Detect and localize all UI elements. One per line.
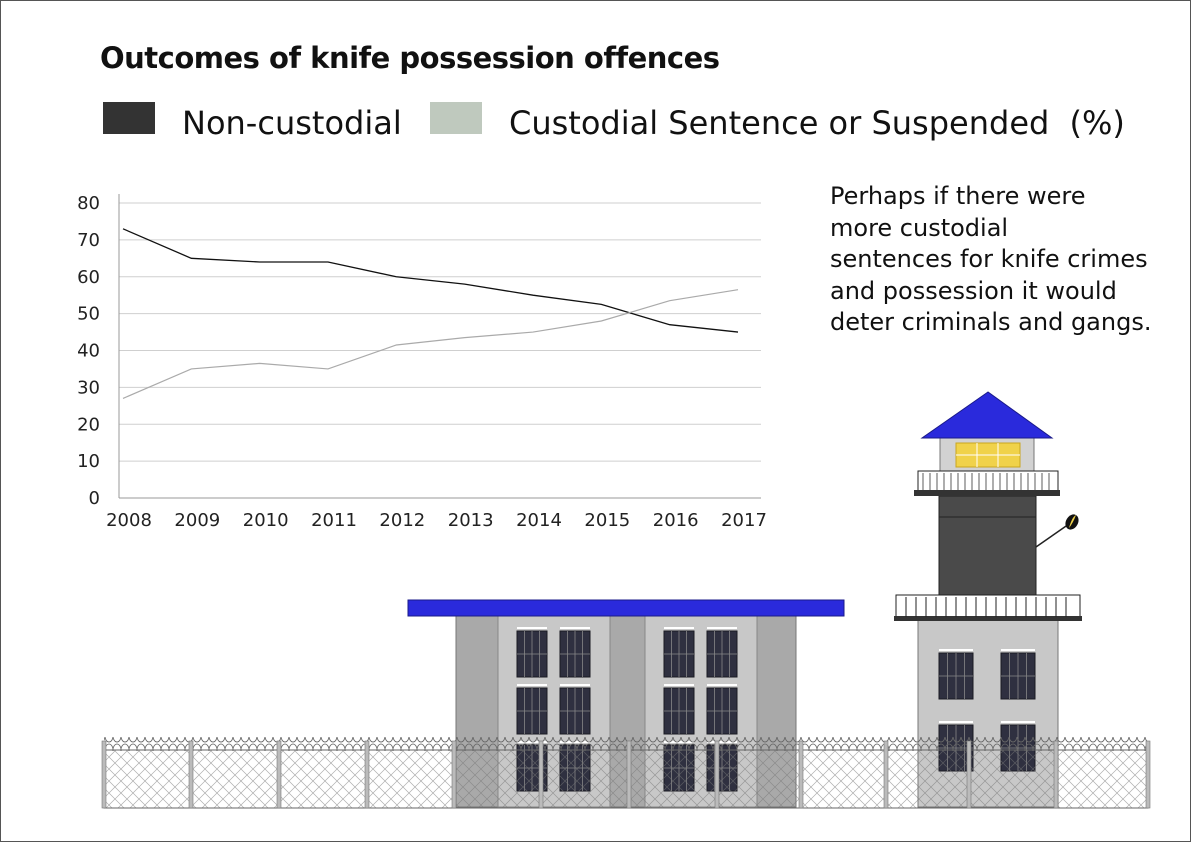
y-tick-label: 70 bbox=[77, 230, 100, 251]
fence-post bbox=[798, 740, 804, 809]
y-tick-label: 60 bbox=[77, 267, 100, 288]
legend-label-custodial: Custodial Sentence or Suspended (%) bbox=[509, 104, 1125, 142]
y-tick-label: 10 bbox=[77, 451, 100, 472]
chart-title: Outcomes of knife possession offences bbox=[100, 41, 720, 75]
y-tick-label: 40 bbox=[77, 341, 100, 362]
window-sill bbox=[517, 627, 547, 629]
fence-post bbox=[276, 740, 282, 809]
fence-post bbox=[714, 740, 720, 809]
annotation-line: sentences for knife crimes bbox=[830, 245, 1148, 273]
x-tick-label: 2013 bbox=[448, 510, 494, 531]
window-sill bbox=[939, 721, 973, 723]
searchlight-icon bbox=[1035, 514, 1079, 548]
x-tick-label: 2015 bbox=[584, 510, 630, 531]
fence-post bbox=[451, 740, 457, 809]
annotation-line: and possession it would bbox=[830, 276, 1117, 305]
fence-post bbox=[883, 740, 889, 809]
annotation-text: Perhaps if there were more custodial sen… bbox=[830, 181, 1175, 339]
y-tick-label: 30 bbox=[77, 377, 100, 398]
window-sill bbox=[664, 627, 694, 629]
series-line-non-custodial bbox=[122, 228, 739, 333]
fence-post bbox=[626, 740, 632, 809]
y-tick-label: 0 bbox=[89, 488, 100, 509]
x-tick-label: 2011 bbox=[311, 510, 357, 531]
legend-unit: (%) bbox=[1069, 104, 1125, 142]
legend-swatch-custodial bbox=[430, 102, 482, 134]
fence-post bbox=[188, 740, 194, 809]
window-sill bbox=[560, 684, 590, 686]
fence-post bbox=[538, 740, 544, 809]
annotation-line: Perhaps if there were bbox=[830, 182, 1086, 210]
series-line-custodial bbox=[122, 289, 739, 399]
y-tick-label: 50 bbox=[77, 304, 100, 325]
window-sill bbox=[707, 627, 737, 629]
fence-post bbox=[101, 740, 107, 809]
legend-label-non-custodial: Non-custodial bbox=[182, 104, 402, 142]
annotation-line: more custodial bbox=[830, 213, 1009, 242]
annotation-line: deter criminals and gangs. bbox=[830, 308, 1152, 336]
window-sill bbox=[517, 684, 547, 686]
x-tick-label: 2016 bbox=[653, 510, 699, 531]
window-sill bbox=[939, 649, 973, 651]
window-sill bbox=[664, 684, 694, 686]
x-tick-label: 2017 bbox=[721, 510, 767, 531]
legend-label-custodial-text: Custodial Sentence or Suspended bbox=[509, 104, 1050, 142]
razor-wire-fence-icon bbox=[101, 737, 1151, 809]
fence-post bbox=[966, 740, 972, 809]
x-tick-label: 2008 bbox=[106, 510, 152, 531]
legend-swatch-non-custodial bbox=[103, 102, 155, 134]
fence-post bbox=[1145, 740, 1151, 809]
fence-post bbox=[1053, 740, 1059, 809]
x-tick-label: 2012 bbox=[379, 510, 425, 531]
window-sill bbox=[1001, 721, 1035, 723]
y-tick-label: 80 bbox=[77, 193, 100, 214]
y-tick-label: 20 bbox=[77, 414, 100, 435]
window-sill bbox=[707, 684, 737, 686]
window-sill bbox=[1001, 649, 1035, 651]
x-tick-label: 2014 bbox=[516, 510, 562, 531]
x-tick-label: 2010 bbox=[243, 510, 289, 531]
window-sill bbox=[560, 627, 590, 629]
fence-post bbox=[364, 740, 370, 809]
x-tick-label: 2009 bbox=[174, 510, 220, 531]
